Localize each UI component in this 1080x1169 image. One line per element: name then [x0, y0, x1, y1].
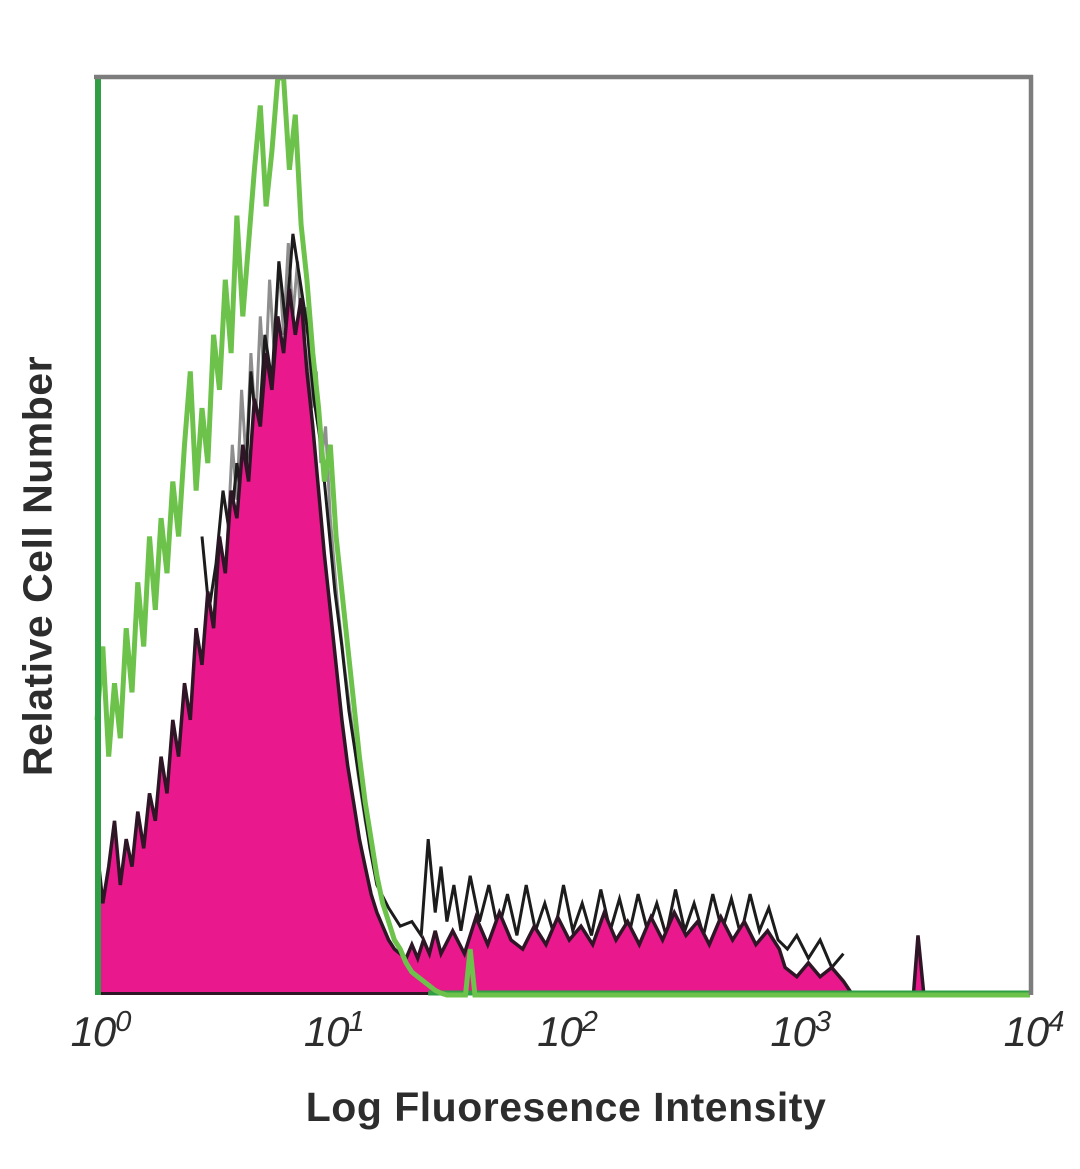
stained-filled-histogram-outline	[95, 288, 1030, 997]
x-tick-label-10e2: 102	[537, 1006, 598, 1055]
black-noise-spikes	[200, 233, 845, 971]
x-axis-title: Log Fluoresence Intensity	[305, 1084, 827, 1130]
x-tick-label-10e0: 100	[70, 1006, 132, 1055]
x-tick-label-10e1: 101	[303, 1006, 365, 1055]
stained-filled-histogram-fill	[97, 288, 1030, 995]
x-tick-label-10e4: 104	[1003, 1006, 1065, 1055]
x-axis-tick-labels: 100 101 102 103 104	[0, 1006, 1080, 1076]
y-axis-title: Relative Cell Number	[14, 355, 61, 777]
x-tick-label-10e3: 103	[770, 1006, 832, 1055]
